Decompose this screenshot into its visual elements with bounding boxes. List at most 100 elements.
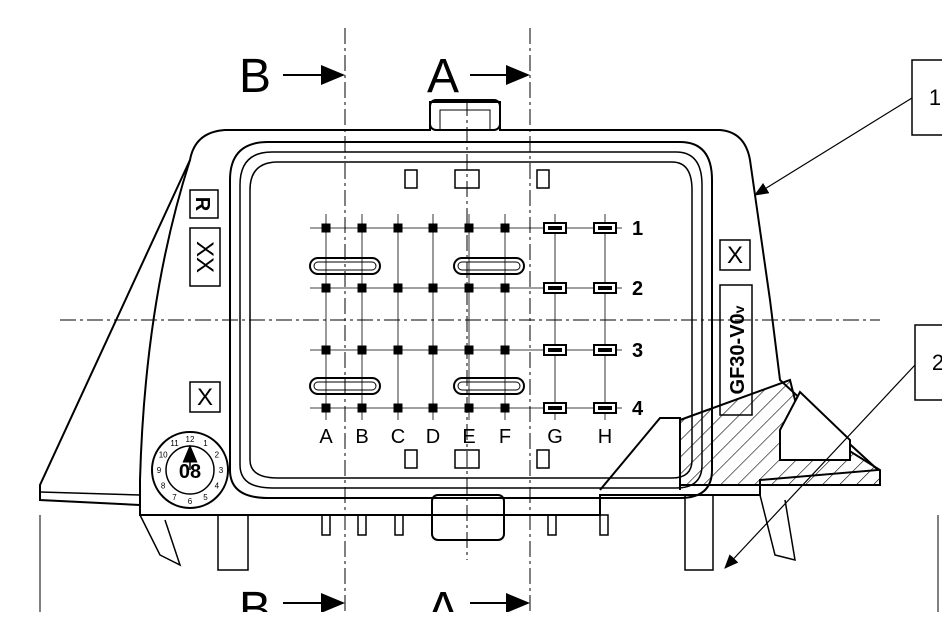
pin-D3 <box>428 345 438 355</box>
pin-C3 <box>393 345 403 355</box>
pin-A2 <box>321 283 331 293</box>
bottom-slot-3 <box>536 449 550 469</box>
bottom-latch <box>431 494 505 541</box>
keying-slot-inner-1 <box>313 261 377 271</box>
pin-core-H2 <box>598 286 612 290</box>
dial-number-8: 8 <box>161 482 166 491</box>
part-code-box <box>719 284 753 416</box>
keying-slot-inner-4 <box>457 381 521 391</box>
xx-mark-text: XX <box>191 241 218 273</box>
callouts: 1 2 <box>724 59 942 569</box>
row-label-4: 4 <box>632 398 644 420</box>
dial-number-7: 7 <box>172 493 177 502</box>
section-marker-bottom-a: A <box>427 583 459 612</box>
keying-slot-2 <box>453 257 525 275</box>
dial-number-9: 9 <box>157 466 162 475</box>
part-code-main: GF30-V0 <box>727 313 749 394</box>
r-mark-text: R <box>191 197 213 212</box>
pin-B3 <box>357 345 367 355</box>
column-label-H: H <box>598 426 612 448</box>
top-slot-1 <box>404 169 418 189</box>
cut-void <box>779 390 851 461</box>
callout-box-2 <box>914 324 942 401</box>
pin-B1 <box>357 223 367 233</box>
row-label-3: 3 <box>632 340 643 362</box>
pin-E3 <box>464 345 474 355</box>
column-label-C: C <box>391 426 405 448</box>
bottom-slot-2 <box>454 449 480 469</box>
top-latch-inner <box>439 109 491 131</box>
section-marker-top-b: B <box>239 50 271 103</box>
pin-array <box>321 222 617 414</box>
pin-core-H4 <box>598 406 612 410</box>
section-markers: B A B A <box>239 50 530 617</box>
column-label-D: D <box>426 426 440 448</box>
dial-number-11: 11 <box>170 439 179 448</box>
pin-core-G1 <box>548 226 562 230</box>
section-marker-bottom-b: B <box>239 583 271 612</box>
callout-label-2: 2 <box>932 350 942 375</box>
pin-F4 <box>500 403 510 413</box>
pin-C2 <box>393 283 403 293</box>
x-mark-box-left <box>189 381 221 413</box>
pin-D2 <box>428 283 438 293</box>
pin-C4 <box>393 403 403 413</box>
keying-slot-1 <box>309 257 381 275</box>
pin-B2 <box>357 283 367 293</box>
keying-slot-4 <box>453 377 525 395</box>
pin-D4 <box>428 403 438 413</box>
section-cut <box>599 378 881 491</box>
inner-frame-outer <box>229 141 713 499</box>
column-label-E: E <box>462 426 475 448</box>
dial-number-10: 10 <box>159 451 168 460</box>
pin-grid-lines <box>310 214 622 420</box>
pin-A1 <box>321 223 331 233</box>
flange-base <box>39 491 141 496</box>
row-label-1: 1 <box>632 218 643 240</box>
keying-slot-3 <box>309 377 381 395</box>
marking-boxes: R XX X X GF30-V0v <box>189 189 753 416</box>
keying-slots <box>309 257 525 395</box>
centerlines <box>60 28 880 612</box>
x-mark-text-left: X <box>197 384 213 411</box>
part-code-suffix: v <box>731 305 747 313</box>
column-label-A: A <box>319 426 333 448</box>
connector-housing <box>39 99 881 541</box>
keying-slot-inner-3 <box>313 381 377 391</box>
pin-F1 <box>500 223 510 233</box>
pin-core-G3 <box>548 348 562 352</box>
section-marker-top-a: A <box>427 50 459 103</box>
column-label-B: B <box>355 426 368 448</box>
pin-core-H3 <box>598 348 612 352</box>
dial-number-5: 5 <box>203 493 208 502</box>
dial-center-digits: 08 <box>179 461 201 483</box>
dial-number-1: 1 <box>203 439 208 448</box>
cut-step <box>599 417 681 491</box>
callout-leader-1 <box>753 97 913 196</box>
callout-label-1: 1 <box>929 85 941 110</box>
dial-number-12: 12 <box>186 435 195 444</box>
pin-E4 <box>464 403 474 413</box>
dial-number-4: 4 <box>215 482 220 491</box>
pin-core-G4 <box>548 406 562 410</box>
part-code-text: GF30-V0v <box>727 305 749 394</box>
xx-mark-box <box>189 227 221 287</box>
pin-B4 <box>357 403 367 413</box>
x-mark-box-right <box>719 239 751 271</box>
row-label-2: 2 <box>632 278 643 300</box>
callout-box-1 <box>911 59 942 136</box>
dial-number-2: 2 <box>215 451 220 460</box>
row-labels: 1 2 3 4 <box>632 218 644 420</box>
pin-core-G2 <box>548 286 562 290</box>
pin-core-H1 <box>598 226 612 230</box>
top-slot-3 <box>536 169 550 189</box>
x-mark-text-right: X <box>727 242 743 269</box>
pin-D1 <box>428 223 438 233</box>
pin-C1 <box>393 223 403 233</box>
keying-slot-inner-2 <box>457 261 521 271</box>
